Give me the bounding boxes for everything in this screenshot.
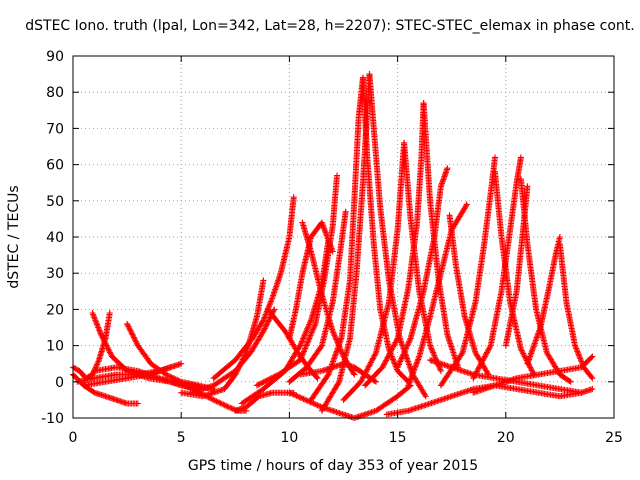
series-20 bbox=[308, 74, 366, 403]
x-axis-label: GPS time / hours of day 353 of year 2015 bbox=[188, 458, 478, 474]
y-tick-label: 60 bbox=[46, 158, 64, 174]
plus-markers bbox=[286, 382, 414, 421]
series-22 bbox=[318, 71, 373, 414]
plus-markers bbox=[470, 353, 596, 396]
plus-markers bbox=[394, 165, 451, 371]
plus-markers bbox=[446, 212, 492, 378]
y-tick-label: 40 bbox=[46, 230, 64, 246]
series-29 bbox=[405, 201, 470, 389]
plus-markers bbox=[437, 154, 498, 389]
series-36 bbox=[524, 234, 563, 367]
x-tick-label: 5 bbox=[177, 430, 186, 446]
y-tick-label: 0 bbox=[55, 375, 64, 391]
x-tick-label: 25 bbox=[605, 430, 623, 446]
series-35 bbox=[502, 183, 531, 349]
y-tick-label: 70 bbox=[46, 121, 64, 137]
plus-markers bbox=[286, 208, 349, 385]
y-axis-label: dSTEC / TECUs bbox=[6, 185, 22, 288]
y-tick-label: 10 bbox=[46, 339, 64, 355]
series-28 bbox=[394, 165, 451, 371]
series-9 bbox=[189, 306, 278, 396]
plus-markers bbox=[502, 183, 531, 349]
data-markers bbox=[70, 71, 596, 421]
series-40 bbox=[470, 353, 596, 396]
series-24 bbox=[340, 139, 408, 403]
series-33 bbox=[470, 154, 524, 382]
plus-markers bbox=[318, 71, 373, 414]
y-tick-label: 90 bbox=[46, 49, 64, 65]
y-tick-label: 20 bbox=[46, 302, 64, 318]
y-tick-label: 50 bbox=[46, 194, 64, 210]
series-30 bbox=[446, 212, 492, 378]
series-31 bbox=[437, 154, 498, 389]
x-tick-label: 20 bbox=[497, 430, 515, 446]
x-tick-label: 0 bbox=[69, 430, 78, 446]
plus-markers bbox=[253, 172, 340, 389]
series-15 bbox=[253, 172, 340, 389]
series-10 bbox=[210, 194, 297, 382]
y-tick-label: 30 bbox=[46, 266, 64, 282]
series-26 bbox=[362, 100, 427, 389]
plus-markers bbox=[405, 201, 470, 389]
plus-markers bbox=[340, 139, 408, 403]
y-tick-label: -10 bbox=[41, 411, 64, 427]
x-tick-label: 10 bbox=[280, 430, 298, 446]
chart-title: dSTEC Iono. truth (lpal, Lon=342, Lat=28… bbox=[25, 18, 634, 34]
series-19 bbox=[286, 382, 414, 421]
plus-markers bbox=[189, 306, 278, 396]
y-tick-label: 80 bbox=[46, 85, 64, 101]
plus-markers bbox=[308, 74, 366, 403]
plus-markers bbox=[470, 154, 524, 382]
plus-markers bbox=[362, 100, 427, 389]
plus-markers bbox=[524, 234, 563, 367]
series-16 bbox=[286, 208, 349, 385]
x-tick-label: 15 bbox=[389, 430, 407, 446]
axis-ticks: 0 5 10 15 20 25 -10 0 10 20 30 40 50 60 70 80 90 bbox=[41, 49, 623, 446]
plus-markers bbox=[210, 194, 297, 382]
